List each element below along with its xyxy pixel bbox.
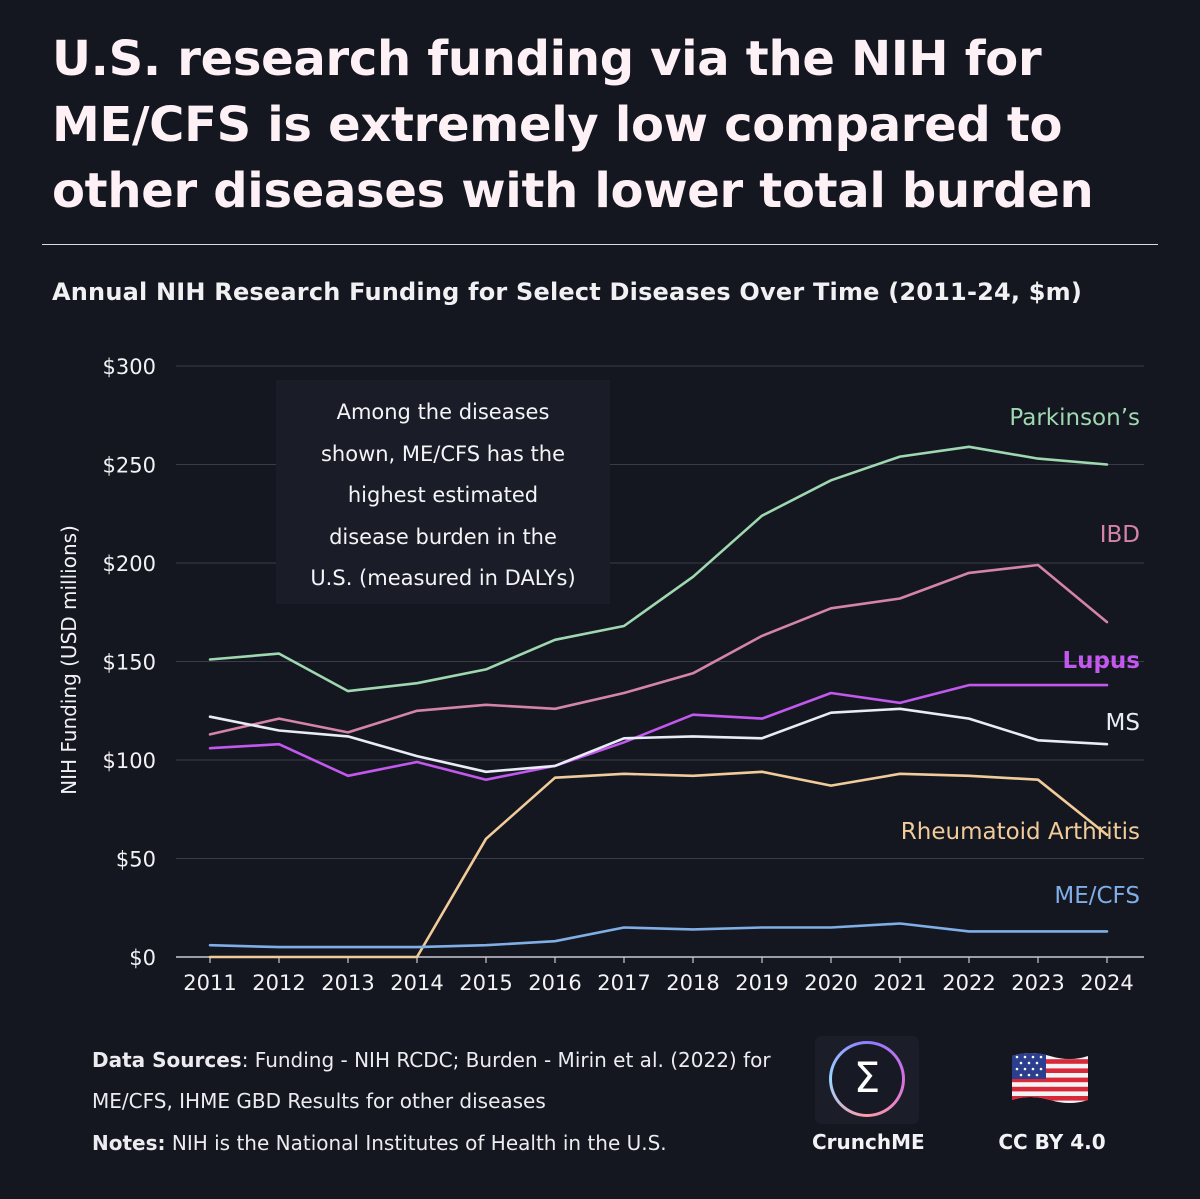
series-label: MS <box>1106 710 1140 736</box>
series-label: IBD <box>1100 522 1140 548</box>
title-divider <box>42 244 1158 245</box>
x-tick-label: 2022 <box>942 971 995 995</box>
logo-name: CrunchME <box>812 1130 925 1154</box>
y-tick-label: $0 <box>129 946 156 970</box>
notes-text: NIH is the National Institutes of Health… <box>165 1131 667 1155</box>
x-tick-label: 2012 <box>252 971 305 995</box>
series-line <box>208 563 1109 736</box>
x-tick-label: 2020 <box>804 971 857 995</box>
sigma-symbol: Σ <box>832 1044 902 1114</box>
data-sources: Data Sources: Funding - NIH RCDC; Burden… <box>92 1040 772 1122</box>
y-tick-label: $300 <box>103 355 156 379</box>
series-line <box>208 922 1109 949</box>
sources-text: : Funding - NIH RCDC; Burden - Mirin et … <box>92 1048 771 1113</box>
series-label: Rheumatoid Arthritis <box>901 819 1140 845</box>
series-line <box>208 445 1109 693</box>
chart-title: Annual NIH Research Funding for Select D… <box>52 278 1083 306</box>
x-tick-label: 2017 <box>597 971 650 995</box>
series-line <box>208 707 1109 774</box>
series-line <box>208 683 1109 782</box>
callout-line: Among the diseases <box>336 400 550 424</box>
series-label: Lupus <box>1062 648 1140 674</box>
x-tick-label: 2023 <box>1011 971 1064 995</box>
callout-line: highest estimated <box>347 483 539 507</box>
x-tick-label: 2021 <box>873 971 926 995</box>
x-tick-label: 2016 <box>528 971 581 995</box>
notes: Notes: NIH is the National Institutes of… <box>92 1131 667 1155</box>
chart-labels: $0 $50 $100 $150 $200 $250 $300 2011 2012 2013 201… <box>57 355 1140 995</box>
y-tick-label: $100 <box>103 749 156 773</box>
x-tick-label: 2011 <box>183 971 236 995</box>
callout-line: shown, ME/CFS has the <box>320 441 566 466</box>
x-tick-label: 2014 <box>390 971 443 995</box>
callout-line: disease burden in the <box>329 524 557 549</box>
sigma-icon: Σ <box>829 1041 905 1117</box>
crunchme-logo: Σ <box>815 1036 919 1124</box>
us-flag-icon <box>1012 1053 1088 1103</box>
callout-line: U.S. (measured in DALYs) <box>310 566 576 590</box>
x-tick-label: 2019 <box>735 971 788 995</box>
license-label: CC BY 4.0 <box>998 1130 1106 1154</box>
y-tick-label: $200 <box>103 552 156 576</box>
y-axis-title: NIH Funding (USD millions) <box>57 525 81 795</box>
series-label: ME/CFS <box>1054 883 1140 909</box>
notes-label: Notes: <box>92 1131 166 1155</box>
headline: U.S. research funding via the NIH for ME… <box>52 31 1094 219</box>
series-label: Parkinson’s <box>1009 405 1140 431</box>
x-tick-label: 2013 <box>321 971 374 995</box>
burden-callout: Among the diseases shown, ME/CFS has the… <box>276 380 610 604</box>
chart-series-lines <box>208 445 1109 959</box>
x-tick-label: 2015 <box>459 971 512 995</box>
y-tick-label: $250 <box>103 454 156 478</box>
x-tick-label: 2024 <box>1080 971 1133 995</box>
y-tick-label: $50 <box>116 848 156 872</box>
series-line <box>208 770 1109 959</box>
x-tick-label: 2018 <box>666 971 719 995</box>
y-tick-label: $150 <box>103 651 156 675</box>
sources-label: Data Sources <box>92 1048 242 1072</box>
